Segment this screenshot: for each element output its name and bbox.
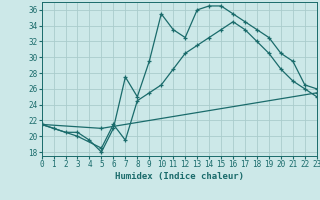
X-axis label: Humidex (Indice chaleur): Humidex (Indice chaleur) bbox=[115, 172, 244, 181]
